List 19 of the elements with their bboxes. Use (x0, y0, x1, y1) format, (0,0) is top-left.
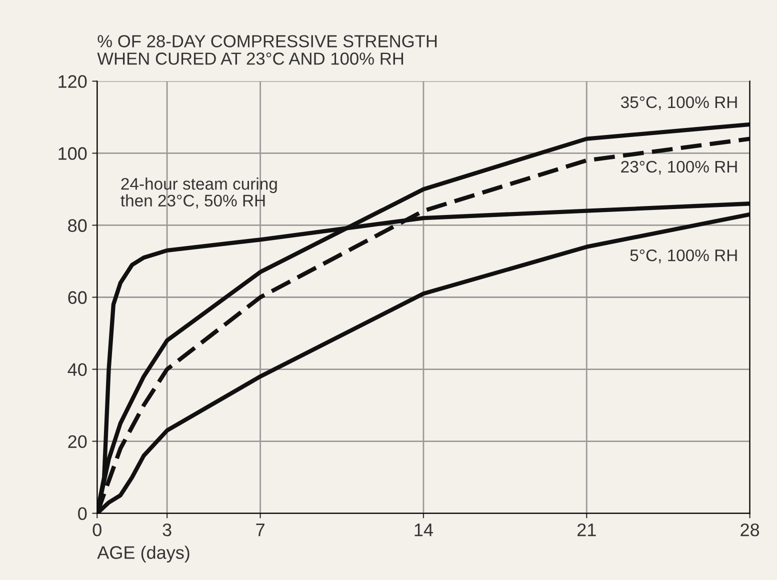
series-label: 24-hour steam curing then 23°C, 50% RH (120, 178, 277, 208)
series-label: 5°C, 100% RH (630, 249, 737, 264)
y-axis-title: % OF 28-DAY COMPRESSIVE STRENGTH WHEN CURED AT 23°C AND 100% RH (97, 35, 437, 65)
x-tick-label: 28 (740, 524, 760, 536)
x-tick-label: 3 (162, 524, 172, 536)
y-tick-label: 20 (68, 435, 87, 448)
series-label: 23°C, 100% RH (621, 160, 737, 175)
y-tick-label: 60 (68, 291, 87, 304)
x-tick-label: 14 (414, 524, 433, 536)
y-tick-label: 40 (68, 363, 87, 376)
series-label: 35°C, 100% RH (620, 96, 737, 110)
y-tick-label: 80 (68, 219, 87, 232)
y-tick-label: 100 (58, 147, 87, 160)
y-tick-label: 120 (58, 75, 87, 88)
x-tick-label: 0 (92, 524, 102, 536)
x-tick-label: 21 (578, 524, 596, 536)
x-tick-label: 7 (256, 524, 264, 536)
x-axis-title: AGE (days) (97, 546, 190, 563)
y-tick-label: 0 (78, 507, 87, 520)
